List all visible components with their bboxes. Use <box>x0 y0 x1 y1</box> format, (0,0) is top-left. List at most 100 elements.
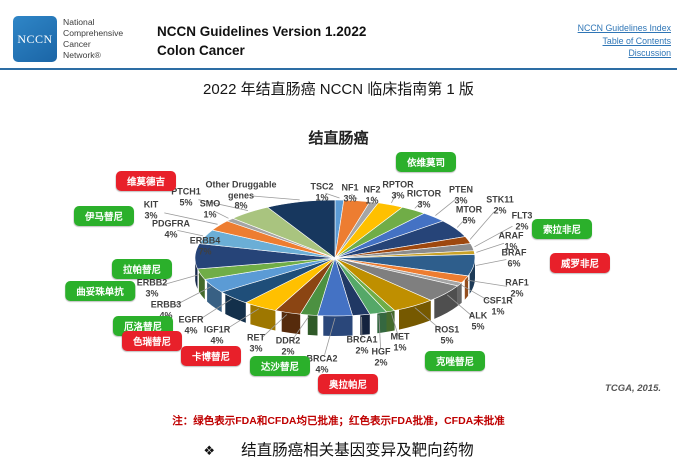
drug-label: 索拉非尼 <box>531 219 593 239</box>
gene-label: STK11 2% <box>486 194 514 216</box>
leader-line <box>161 274 199 286</box>
leader-line <box>291 316 309 341</box>
gene-label: IGF1R 4% <box>203 324 231 346</box>
gene-label: ERBB3 4% <box>150 299 182 321</box>
leader-line <box>474 225 513 248</box>
leader-line <box>324 317 336 355</box>
drug-label: 拉帕替尼 <box>111 259 173 279</box>
leader-line <box>372 195 375 201</box>
link-guidelines-index[interactable]: NCCN Guidelines Index <box>577 23 671 33</box>
gene-label: TSC2 1% <box>310 181 334 203</box>
org-line: Network® <box>63 50 101 60</box>
drug-label: 曲妥珠单抗 <box>65 281 135 301</box>
chinese-subtitle: 2022 年结直肠癌 NCCN 临床指南第 1 版 <box>203 81 474 98</box>
pie-chart-canvas <box>161 192 513 355</box>
leader-line <box>391 192 398 204</box>
gene-label: ERBB2 3% <box>136 277 168 299</box>
drug-label: 维莫德吉 <box>115 171 177 191</box>
gene-label: ERBB4 7% <box>189 235 221 257</box>
leader-line <box>225 308 260 331</box>
drug-label: 达沙替尼 <box>249 356 311 376</box>
pie-slice-side <box>323 315 353 336</box>
gene-label: NF1 3% <box>341 182 359 204</box>
leader-line <box>466 279 508 287</box>
drug-label: 色瑞替尼 <box>121 331 183 351</box>
leader-line <box>252 195 300 201</box>
drug-label: 依维莫司 <box>395 152 457 172</box>
link-table-of-contents[interactable]: Table of Contents <box>602 35 671 46</box>
gene-label: ARAF 1% <box>498 230 524 252</box>
leader-line <box>198 298 232 321</box>
leader-line <box>461 284 491 303</box>
header-divider <box>0 68 677 70</box>
chart-title: 结直肠癌 <box>308 130 369 147</box>
pie-slice-side <box>377 311 387 334</box>
gene-label: HGF 2% <box>371 346 391 368</box>
drug-label: 威罗非尼 <box>549 253 611 273</box>
leader-line <box>177 230 204 237</box>
leader-line <box>174 286 211 306</box>
gene-label: PDGFRA 4% <box>152 218 190 240</box>
leader-line <box>378 315 381 349</box>
gene-label: MET 1% <box>390 331 410 353</box>
gene-label: RET 3% <box>247 332 265 354</box>
pie-slice-side <box>250 304 276 331</box>
gene-label: BRCA1 2% <box>346 334 378 356</box>
pie-chart-figure: 结直肠癌 TCGA, 2015. TSC2 1% NF1 3% NF2 1% RPTOR 3%… <box>0 115 677 407</box>
leader-line <box>476 242 505 253</box>
pie-slice-side <box>386 310 395 332</box>
leader-line <box>446 294 473 317</box>
pie-slice-side <box>207 281 222 313</box>
gene-label: RICTOR 3% <box>406 188 442 210</box>
org-line: National <box>63 17 95 27</box>
color-legend-note: 注：绿色表示FDA和CFDA均已批准；红色表示FDA批准，CFDA未批准 <box>172 415 505 427</box>
leader-line <box>198 199 249 211</box>
gene-label: NF2 1% <box>363 184 381 206</box>
gene-label: PTEN 3% <box>448 184 474 206</box>
gene-label: SMO 1% <box>199 198 221 220</box>
gene-label: CSF1R 1% <box>483 295 513 317</box>
pie-slice <box>266 199 336 259</box>
diamond-bullet-icon: ❖ <box>203 443 216 458</box>
chart-source-citation: TCGA, 2015. <box>605 383 661 394</box>
pie-slice-side <box>307 314 318 336</box>
gene-label: BRCA2 4% <box>306 353 338 375</box>
leader-line <box>325 192 340 199</box>
pie-slice-side <box>469 258 475 294</box>
gene-label: PTCH1 5% <box>171 186 201 208</box>
gene-label: RAF1 2% <box>505 277 529 299</box>
leader-line <box>261 314 288 338</box>
gene-label: Other Druggable genes 8% <box>205 179 277 211</box>
guideline-version-title: NCCN Guidelines Version 1.2022 <box>157 24 367 39</box>
link-discussion[interactable]: Discussion <box>628 48 671 58</box>
org-line: Comprehensive <box>63 28 124 38</box>
footer-bullet-text: 结直肠癌相关基因变异及靶向药物 <box>241 442 474 459</box>
leader-line <box>414 307 441 330</box>
gene-label: EGFR 4% <box>178 314 204 336</box>
gene-label: KIT 3% <box>143 199 159 221</box>
gene-label: FLT3 2% <box>511 210 533 232</box>
gene-label: ALK 5% <box>468 310 488 332</box>
nccn-logo: NCCN <box>13 16 57 62</box>
leader-line <box>475 259 507 266</box>
leader-line <box>213 210 229 219</box>
gene-label: MTOR 5% <box>455 204 483 226</box>
leader-line <box>391 312 399 337</box>
pie-slice-side <box>399 300 431 330</box>
gene-label: DDR2 2% <box>275 335 301 357</box>
drug-label: 克唑替尼 <box>424 351 486 371</box>
leader-line <box>456 217 467 228</box>
leader-line <box>351 193 358 200</box>
document-title: NCCN Guidelines Version 1.2022 Colon Can… <box>157 22 366 60</box>
leader-line <box>414 200 423 209</box>
org-name: National Comprehensive Cancer Network® <box>63 17 123 61</box>
guideline-subject-title: Colon Cancer <box>157 43 245 58</box>
footer-bullet-line: ❖ 结直肠癌相关基因变异及靶向药物 <box>0 438 677 460</box>
gene-label: ROS1 5% <box>434 324 460 346</box>
pie-slice-side <box>434 285 458 319</box>
gene-label: BRAF 6% <box>501 247 527 269</box>
nccn-logo-text: NCCN <box>17 31 53 46</box>
org-line: Cancer <box>63 39 91 49</box>
pie-slice-side <box>360 314 370 335</box>
